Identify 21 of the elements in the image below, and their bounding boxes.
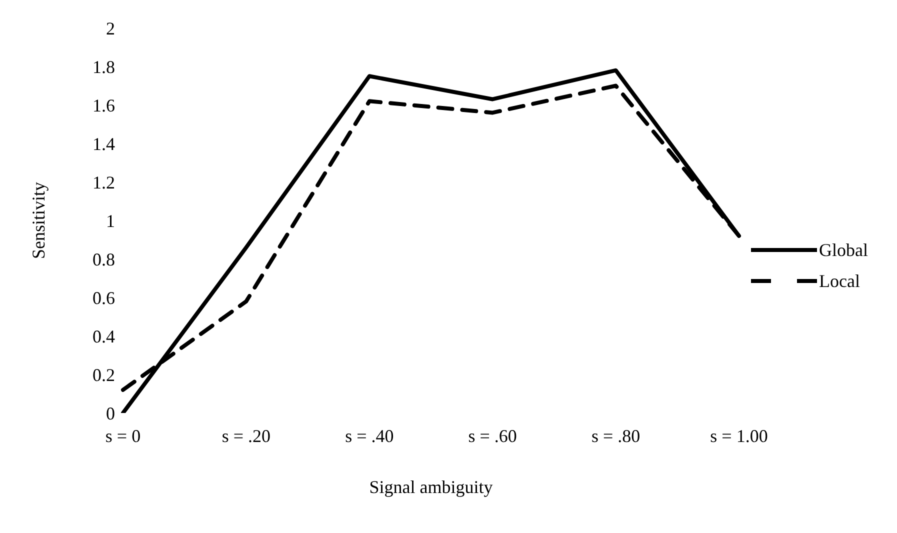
- y-tick-label: 0: [106, 403, 115, 424]
- x-tick-label: s = 1.00: [710, 426, 768, 446]
- x-tick-label: s = .80: [591, 426, 640, 446]
- legend-label: Global: [819, 240, 868, 260]
- y-tick-label: 0.4: [92, 326, 115, 346]
- y-tick-label: 1.2: [92, 172, 115, 192]
- x-tick-label: s = .40: [345, 426, 394, 446]
- y-tick-label: 1.8: [92, 56, 115, 77]
- y-tick-label: 1.6: [92, 95, 115, 116]
- x-tick-label: s = .20: [222, 426, 271, 446]
- y-tick-label: 1: [106, 210, 115, 231]
- y-tick-label: 0.2: [92, 364, 115, 385]
- x-tick-label: s = 0: [105, 426, 141, 446]
- y-tick-label: 0.8: [92, 249, 115, 270]
- y-axis-title: Sensitivity: [28, 182, 48, 260]
- y-tick-label: 0.6: [92, 288, 115, 308]
- y-tick-label: 1.4: [92, 134, 115, 154]
- legend-label: Local: [819, 270, 860, 292]
- x-axis-title: Signal ambiguity: [369, 477, 493, 497]
- x-tick-label: s = .60: [468, 426, 517, 446]
- y-tick-label: 2: [106, 18, 115, 38]
